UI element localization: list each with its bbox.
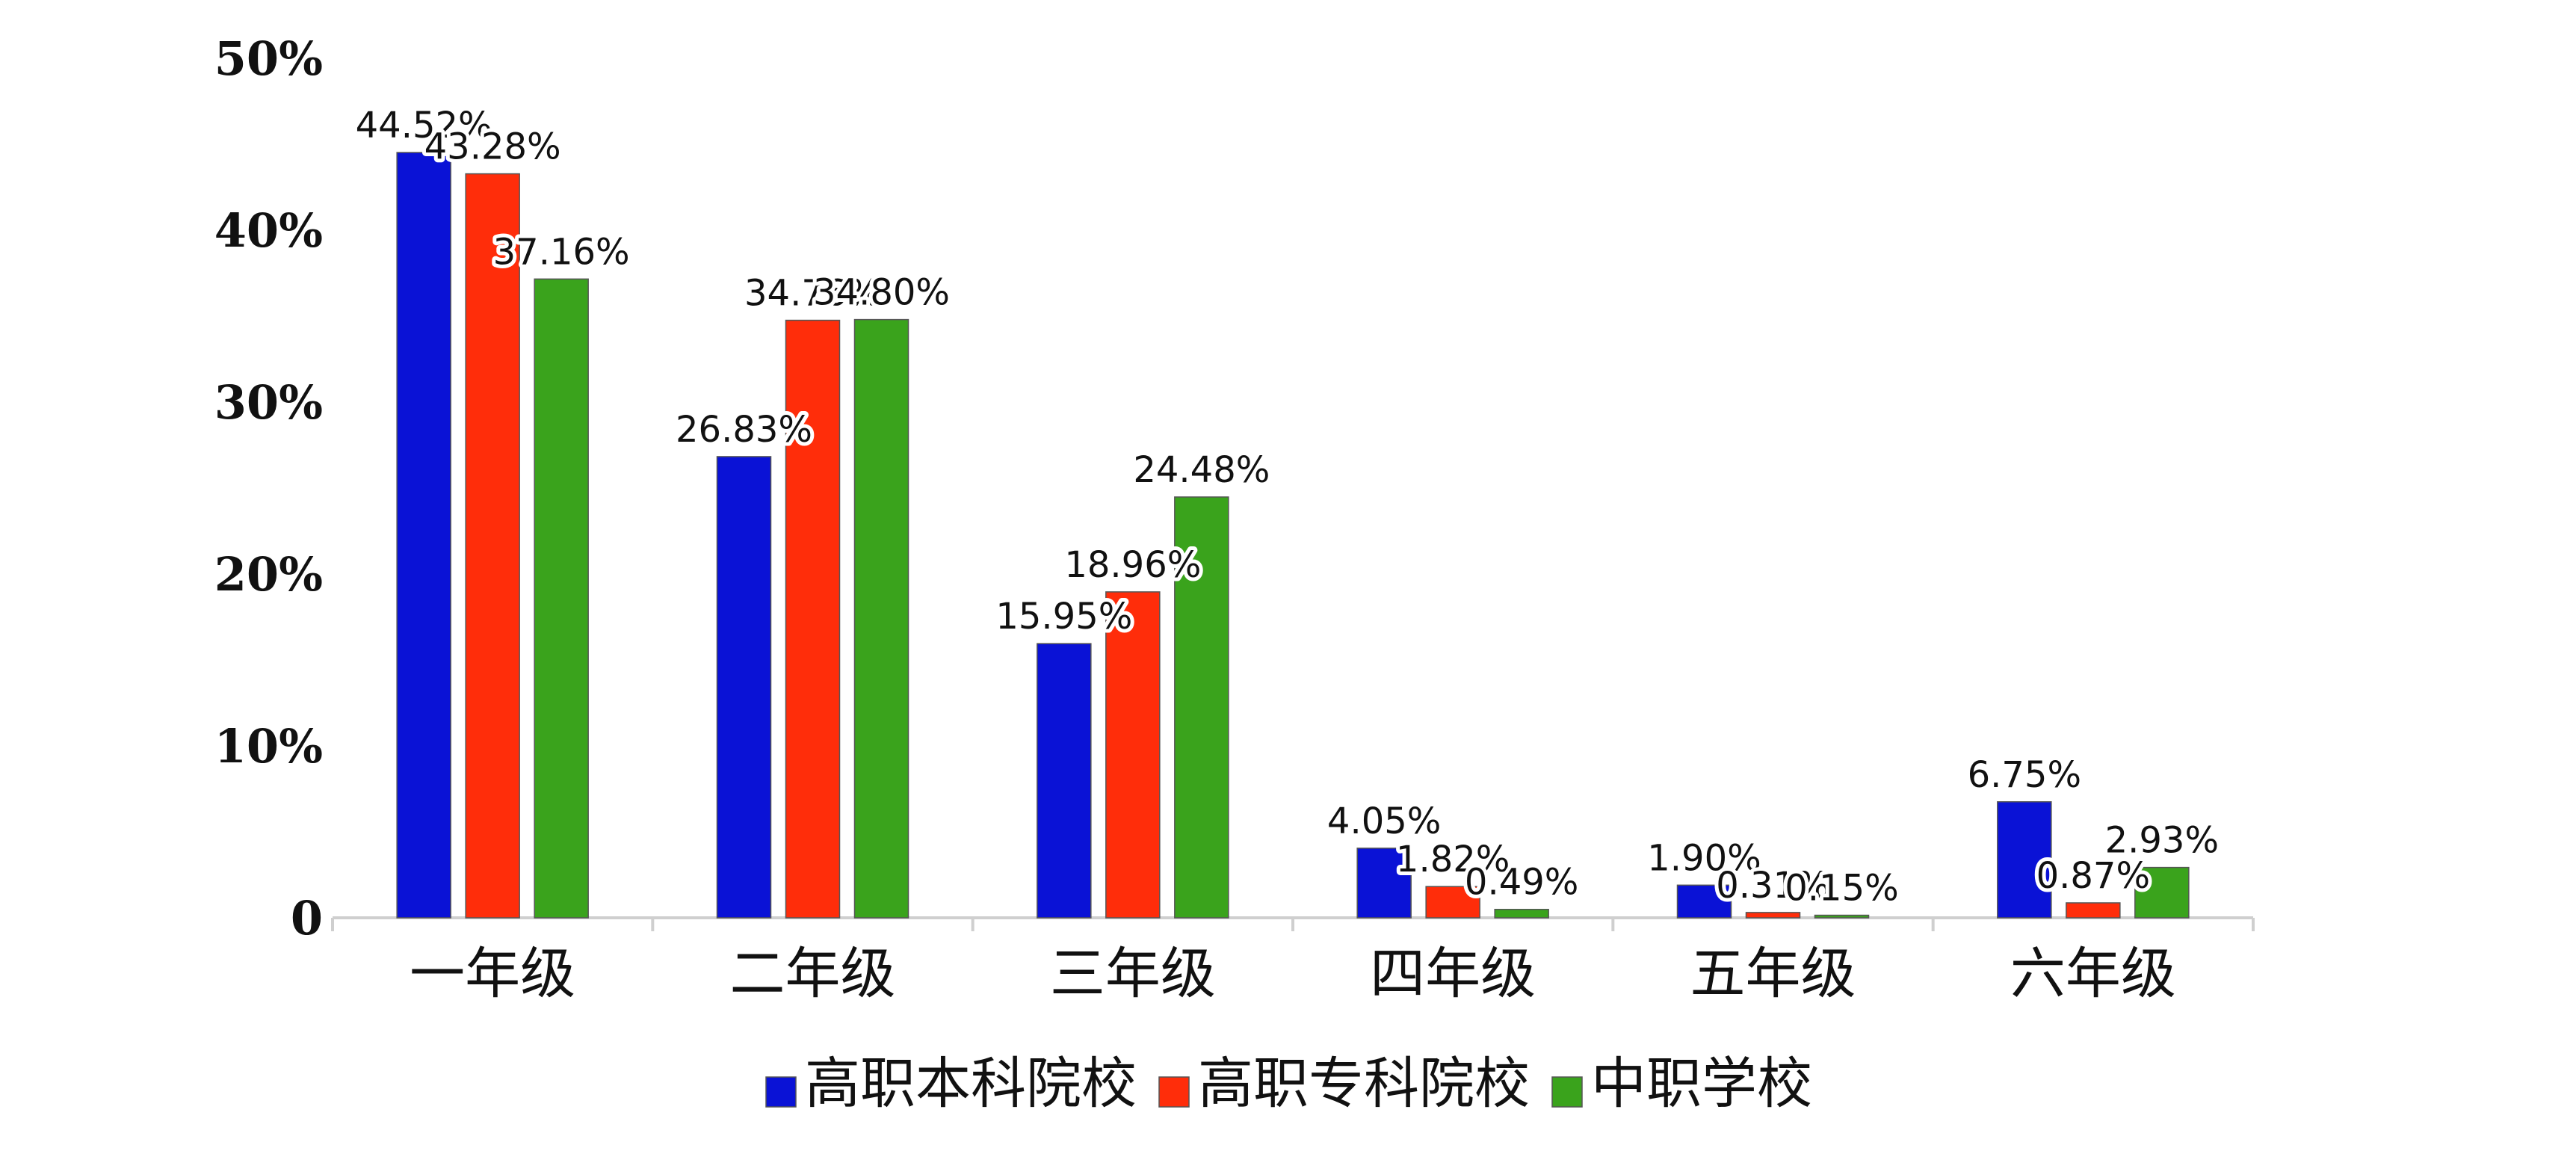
- bar: [465, 173, 520, 919]
- bar: [1745, 912, 1801, 919]
- bar: [1814, 914, 1870, 919]
- data-label: 26.83%: [676, 409, 812, 451]
- data-label: 18.96%: [1064, 544, 1201, 586]
- y-tick-label: 20%: [214, 547, 323, 602]
- data-label: 15.95%: [995, 596, 1132, 638]
- bar: [1494, 908, 1549, 919]
- x-category-label: 四年级: [1370, 942, 1536, 1006]
- x-category-label: 六年级: [2010, 942, 2176, 1006]
- x-category-label: 二年级: [730, 942, 896, 1006]
- data-label: 44.52%: [356, 105, 492, 146]
- data-label-layer: 44.52% 26.83% 15.95% 4.05% 1.90% 6.75% 43.28% 3…: [352, 101, 2223, 913]
- bar: [1425, 886, 1480, 919]
- bar: [1997, 801, 2052, 919]
- data-label: 37.16%: [493, 231, 630, 273]
- data-label: 0.31%: [1716, 865, 1829, 907]
- bar-layer: [396, 152, 2190, 919]
- bar: [2066, 902, 2121, 919]
- y-tick-label: 30%: [214, 375, 323, 430]
- data-label: 34.80%: [813, 272, 950, 314]
- data-label: 0.15%: [1785, 868, 1898, 910]
- data-label: 1.90%: [1647, 837, 1761, 879]
- y-tick-label: 50%: [214, 31, 323, 86]
- bar: [1676, 884, 1732, 919]
- x-category-label: 五年级: [1690, 942, 1856, 1006]
- legend-item: 高职专科院校: [1158, 1052, 1530, 1116]
- data-label: 1.82%: [1396, 839, 1510, 880]
- bar: [1174, 496, 1229, 919]
- legend-item: 中职学校: [1551, 1052, 1812, 1116]
- data-label: 0.87%: [2036, 855, 2150, 897]
- bar: [1105, 591, 1161, 919]
- bar: [853, 318, 909, 919]
- legend-item: 高职本科院校: [765, 1052, 1137, 1116]
- legend-label: 高职专科院校: [1198, 1052, 1530, 1116]
- data-label: 2.93%: [2105, 820, 2219, 862]
- legend: 高职本科院校 高职专科院校 中职学校: [765, 1052, 1812, 1116]
- data-label: 43.28%: [424, 126, 561, 168]
- data-label: 6.75%: [1968, 754, 2081, 796]
- bar: [716, 456, 772, 919]
- legend-swatch: [1158, 1076, 1190, 1108]
- data-label: 34.76%: [744, 273, 881, 315]
- bar: [396, 152, 451, 919]
- data-label: 24.48%: [1133, 449, 1270, 491]
- legend-swatch: [1551, 1076, 1583, 1108]
- y-tick-label: 10%: [214, 719, 323, 774]
- bar: [1356, 848, 1412, 919]
- data-label: 0.49%: [1465, 862, 1578, 904]
- y-tick-label: 40%: [214, 203, 323, 258]
- axis-layer: 0 10% 20% 30% 40% 50% 一年级 二年级 三年级 四年级 五年级 六年级: [214, 31, 2255, 1006]
- bar: [785, 319, 841, 919]
- legend-label: 高职本科院校: [805, 1052, 1137, 1116]
- x-category-label: 三年级: [1050, 942, 1216, 1006]
- x-category-label: 一年级: [410, 942, 575, 1006]
- legend-label: 中职学校: [1591, 1052, 1812, 1116]
- data-label: 4.05%: [1327, 800, 1441, 842]
- bar: [534, 278, 589, 919]
- bar: [2134, 866, 2190, 919]
- legend-swatch: [765, 1076, 797, 1108]
- y-tick-label: 0: [291, 891, 323, 945]
- bar: [1037, 643, 1092, 919]
